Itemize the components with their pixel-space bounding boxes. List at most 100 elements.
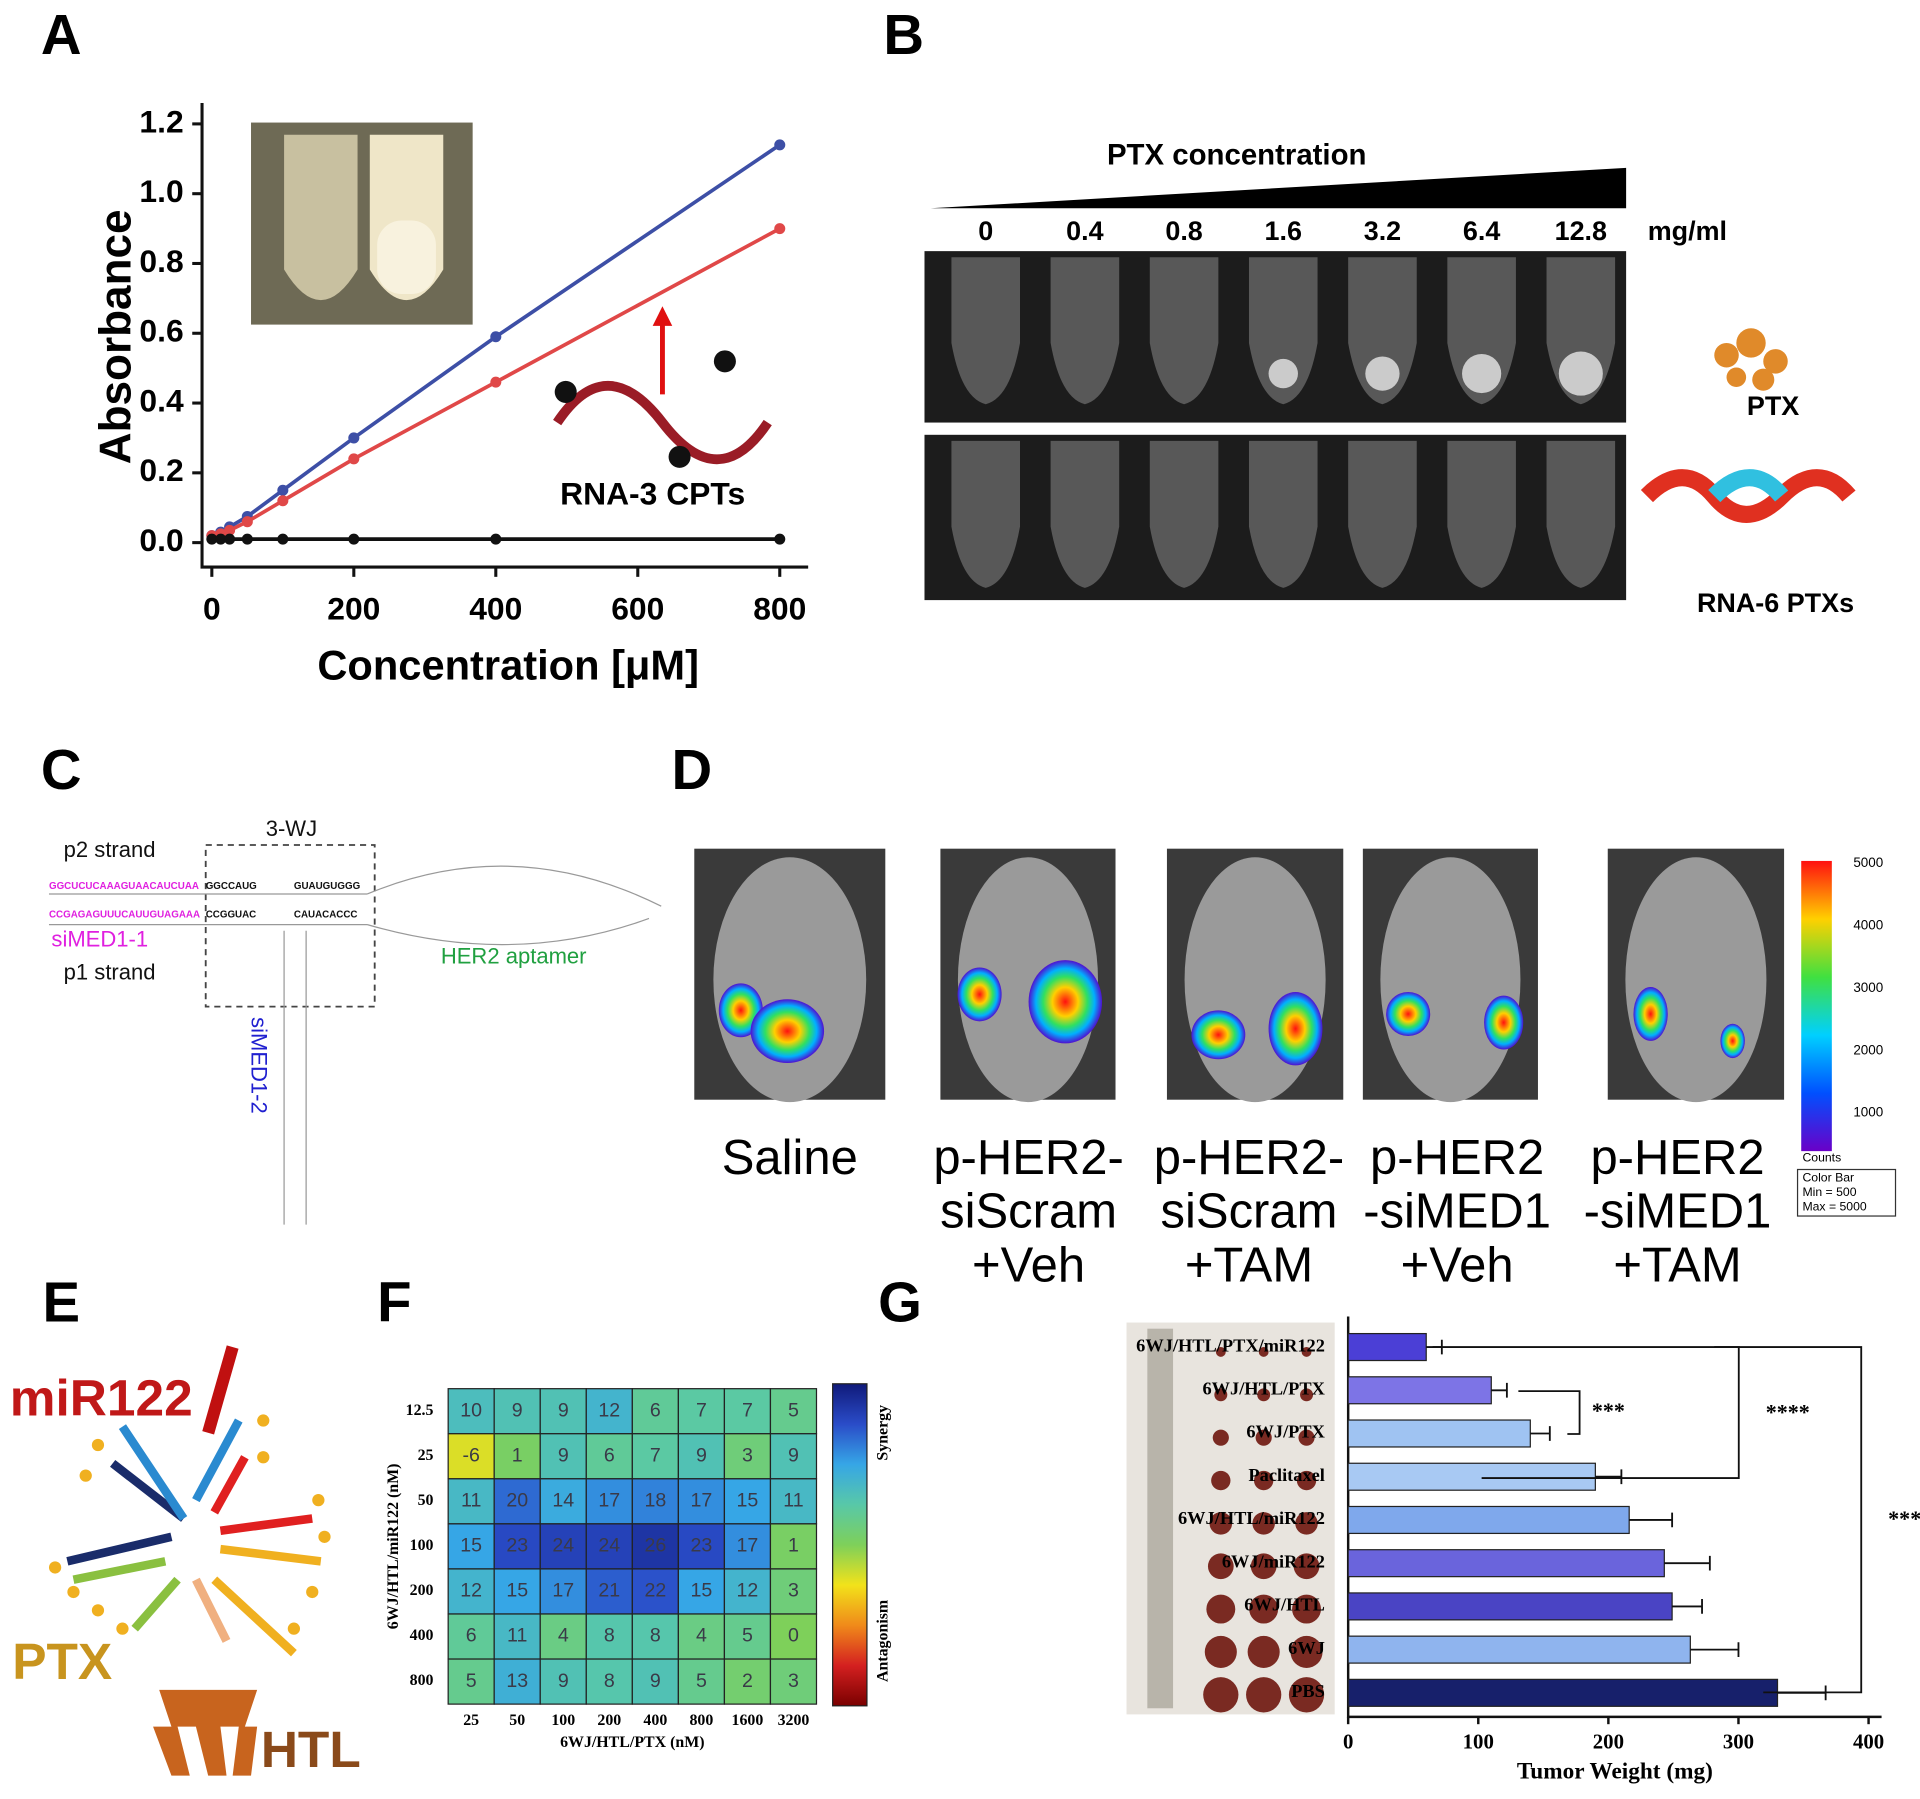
x-tick-label: 200: [1593, 1730, 1624, 1754]
drug: [554, 380, 577, 403]
tumor: [1252, 1512, 1275, 1535]
drug: [668, 445, 691, 468]
concentration-label: 0: [978, 216, 993, 246]
structure-label: 3-WJ: [266, 816, 317, 841]
cell-label: 3: [788, 1580, 799, 1602]
cell-label: 12: [737, 1580, 759, 1602]
panel-label: C: [41, 738, 82, 801]
x-axis-label: Tumor Weight (mg): [1517, 1759, 1713, 1785]
group-label: p-HER2-: [933, 1131, 1123, 1185]
structure-label: p2 strand: [64, 837, 156, 862]
error-bar: [1664, 1555, 1711, 1571]
strand-lines: [48, 865, 662, 1225]
cell-label: 7: [696, 1399, 707, 1421]
cell-label: 15: [690, 1580, 712, 1602]
y-tick-label: PBS: [1291, 1681, 1325, 1701]
tube: [284, 134, 358, 301]
cell-label: -6: [462, 1444, 480, 1466]
error-bar: [1672, 1599, 1703, 1614]
heatmap-cell: [769, 1388, 818, 1435]
point: [490, 331, 502, 343]
cell-label: 22: [644, 1580, 666, 1602]
point: [215, 533, 227, 545]
component-label: miR122: [10, 1369, 193, 1427]
y-tick-label: 6WJ/HTL/miR122: [1178, 1508, 1325, 1528]
heatmap-cell: [723, 1478, 772, 1525]
tumor: [1206, 1594, 1236, 1624]
point: [206, 533, 218, 545]
cell-label: 11: [783, 1490, 803, 1512]
tube: [1248, 257, 1318, 405]
cell-label: 5: [466, 1670, 477, 1692]
tube: [1050, 257, 1120, 405]
significance-bracket: [1714, 1346, 1863, 1694]
cell-label: 8: [604, 1670, 615, 1692]
x-tick-label: 400: [643, 1712, 667, 1729]
signal: [1720, 1023, 1745, 1059]
y-tick-label: 12.5: [406, 1402, 434, 1419]
tumor: [1207, 1553, 1234, 1580]
cell-label: 24: [552, 1535, 574, 1557]
htl-icon: [153, 1689, 258, 1776]
bar: [1347, 1505, 1630, 1535]
point: [490, 376, 502, 388]
tumor: [1247, 1635, 1280, 1668]
y-tick-label: 25: [418, 1447, 434, 1464]
cell-label: 4: [558, 1625, 569, 1647]
precipitate: [1462, 353, 1502, 394]
y-tick-label: 6WJ/HTL/PTX: [1202, 1378, 1325, 1398]
tumor: [1209, 1512, 1233, 1535]
heatmap-cell: [447, 1613, 495, 1660]
cell-label: 9: [558, 1399, 569, 1421]
signal: [1028, 960, 1103, 1044]
cell-label: 24: [598, 1535, 620, 1557]
signal: [750, 999, 825, 1063]
y-tick-label: 50: [418, 1492, 434, 1509]
cell-label: 14: [552, 1490, 574, 1512]
heatmap-cell: [631, 1613, 679, 1660]
colorbar-tick: 4000: [1853, 917, 1883, 932]
concentration-label: 0.4: [1066, 216, 1103, 246]
nanoparticle: [66, 1345, 322, 1657]
cell-label: 6: [466, 1625, 477, 1647]
tumor: [1214, 1388, 1228, 1402]
cell-label: 12: [460, 1580, 482, 1602]
group-label: p-HER2: [1370, 1131, 1544, 1185]
cell-label: 9: [788, 1444, 799, 1466]
point: [348, 533, 360, 545]
colorbar: [1801, 860, 1832, 1152]
tube: [1447, 440, 1516, 588]
y-tick-label: 0.0: [139, 522, 183, 558]
mouse-body: [1184, 857, 1326, 1103]
tumor: [1290, 1635, 1323, 1668]
colorbar-tick: 1000: [1853, 1105, 1883, 1120]
cell-label: 6: [650, 1399, 661, 1421]
y-tick-label: 400: [410, 1627, 434, 1644]
group-label: Saline: [722, 1131, 858, 1185]
y-axis-label: 6WJ/HTL/miR122 (nM): [385, 1464, 402, 1630]
heatmap-cell: [631, 1568, 679, 1615]
molecule-icon: [1714, 328, 1788, 391]
annotation: RNA-3 CPTs: [560, 475, 745, 511]
tumor: [1293, 1553, 1320, 1580]
point: [348, 432, 360, 444]
cell-label: 9: [558, 1444, 569, 1466]
concentration-label: 3.2: [1364, 216, 1401, 246]
cell-label: 23: [690, 1535, 712, 1557]
sequence: CAUACACCC: [294, 909, 358, 920]
tumor: [1212, 1429, 1229, 1446]
point: [224, 524, 236, 536]
y-tick-label: Paclitaxel: [1248, 1465, 1324, 1485]
panel-label: A: [41, 3, 82, 66]
sequence: CCGGUAC: [206, 909, 257, 920]
bar: [1347, 1376, 1492, 1405]
heatmap-cell: [769, 1478, 818, 1525]
point: [490, 533, 502, 545]
cell-label: 13: [506, 1670, 528, 1692]
structure-label: HER2 aptamer: [441, 943, 587, 968]
tumor: [1204, 1635, 1237, 1668]
bar: [1347, 1332, 1427, 1362]
colorbar-label: Synergy: [875, 1405, 892, 1461]
panel-label: F: [377, 1271, 411, 1334]
heatmap-cell: [677, 1613, 726, 1660]
